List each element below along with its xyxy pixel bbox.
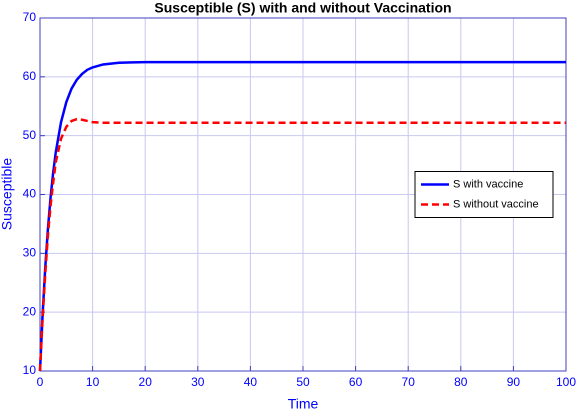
- series-line: [38, 60, 566, 372]
- y-tick-label: 20: [23, 304, 37, 318]
- plot-frame: [39, 17, 567, 372]
- legend-label: S without vaccine: [453, 198, 539, 210]
- x-tick-label: 70: [402, 375, 416, 389]
- y-tick-label: 60: [23, 69, 37, 83]
- legend-label: S with vaccine: [453, 178, 523, 190]
- x-tick-label: 40: [244, 375, 258, 389]
- x-tick-label: 0: [37, 375, 44, 389]
- x-tick-label: 30: [191, 375, 205, 389]
- x-tick-label: 50: [296, 375, 310, 389]
- x-tick-label: 10: [86, 375, 100, 389]
- legend: S with vaccine S without vaccine: [414, 171, 554, 218]
- legend-box: [414, 171, 554, 218]
- y-tick-label: 30: [23, 246, 37, 260]
- x-tick-label: 60: [349, 375, 363, 389]
- y-tick-label: 70: [23, 10, 37, 24]
- y-axis-label: Susceptible: [0, 158, 15, 231]
- x-tick-label: 90: [507, 375, 521, 389]
- x-tick-label: 100: [556, 375, 576, 389]
- y-tick-label: 40: [23, 187, 37, 201]
- x-tick-label: 80: [454, 375, 468, 389]
- y-tick-label: 10: [23, 363, 37, 377]
- x-axis-label: Time: [288, 396, 319, 412]
- chart-title: Susceptible (S) with and without Vaccina…: [154, 0, 451, 16]
- series-line: [38, 117, 566, 372]
- x-tick-label: 20: [139, 375, 153, 389]
- y-tick-label: 50: [23, 128, 37, 142]
